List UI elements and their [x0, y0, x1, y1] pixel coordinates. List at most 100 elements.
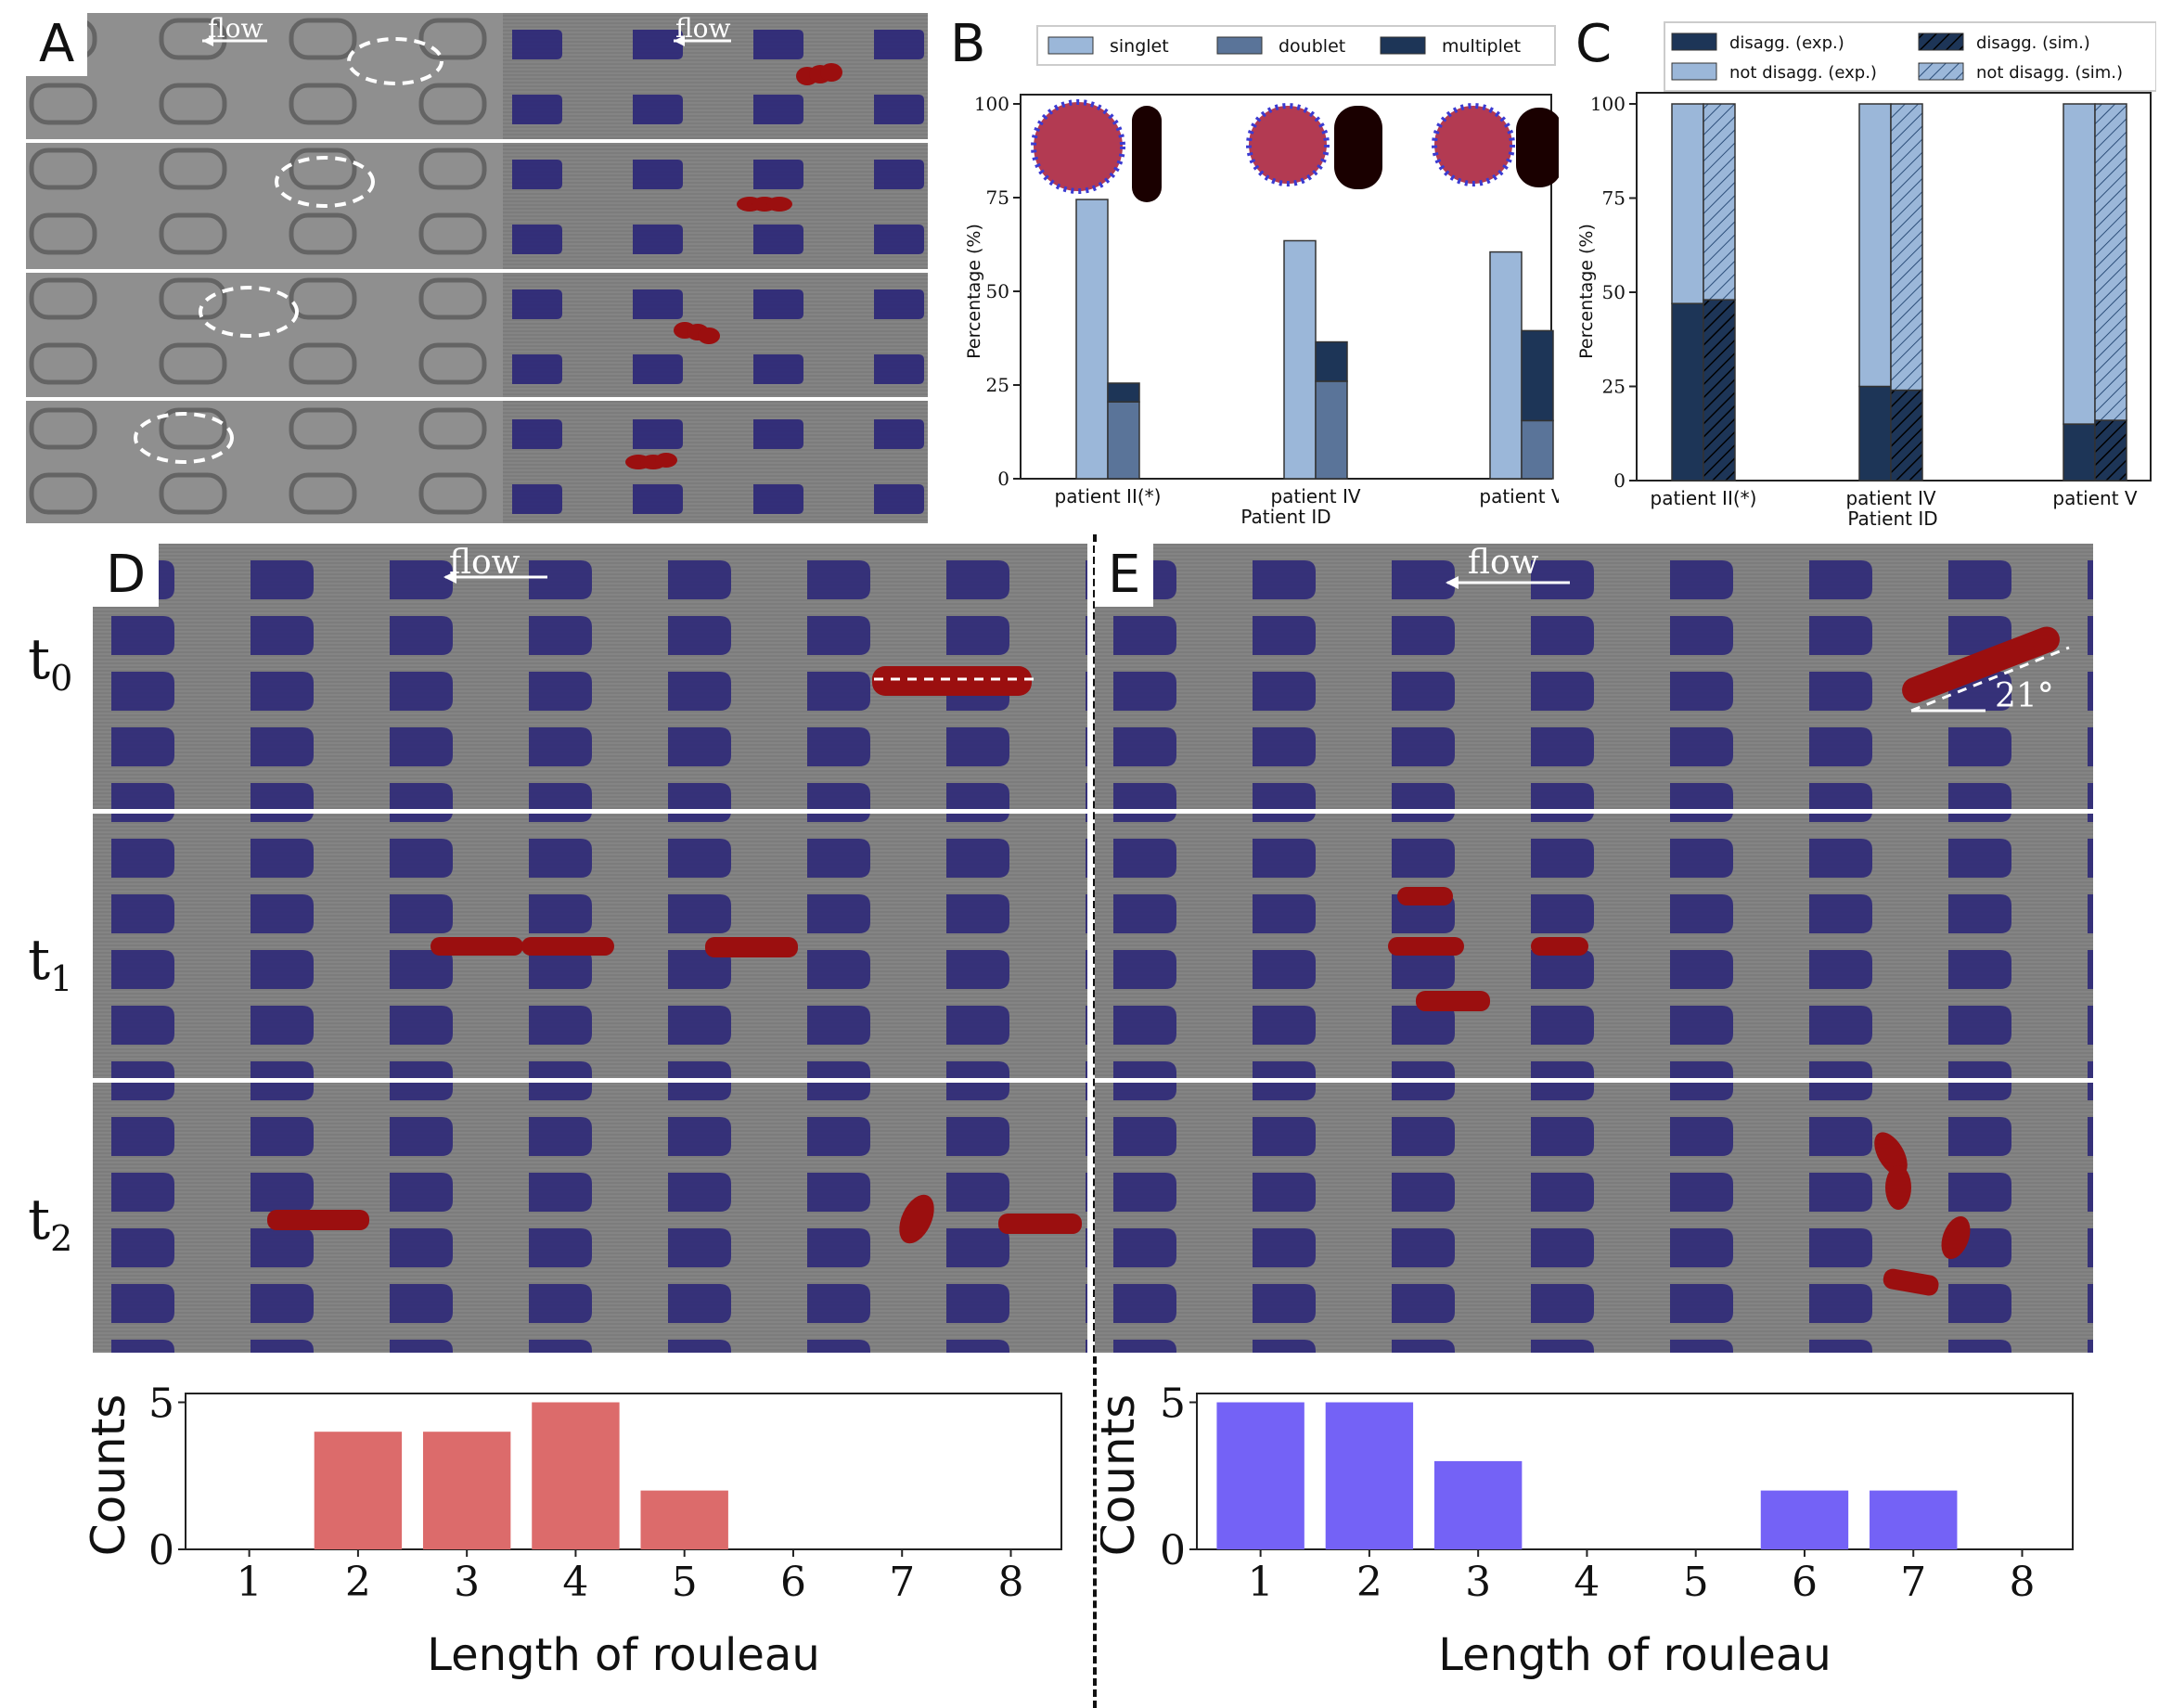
- x-tick-label: 6: [1792, 1559, 1818, 1606]
- legend-swatch-disagg-sim: [1918, 32, 1964, 51]
- legend-label-not-disagg-sim: not disagg. (sim.): [1976, 63, 2123, 83]
- x-axis-label: Patient ID: [1847, 507, 1937, 530]
- histogram-bar: [1325, 1402, 1414, 1549]
- x-tick-label: patient V: [1479, 485, 1559, 507]
- x-tick-label: 3: [1465, 1559, 1491, 1606]
- x-tick-label: 2: [345, 1559, 371, 1606]
- angle-label-e: 21°: [1995, 677, 2054, 715]
- bar-not-disagg-sim: [2094, 103, 2127, 421]
- legend-label-singlet: singlet: [1110, 36, 1169, 57]
- y-axis-label: Percentage (%): [1576, 224, 1597, 359]
- x-tick-label: 1: [237, 1559, 263, 1606]
- panel-letter-b: B: [950, 14, 986, 74]
- flow-label-e: flow: [1468, 544, 1539, 582]
- x-tick-label: 8: [2010, 1559, 2036, 1606]
- y-tick-label: 50: [1602, 281, 1626, 303]
- bar-not-disagg-sim: [1703, 103, 1736, 301]
- plot-frame: [185, 1393, 1062, 1550]
- legend-swatch-disagg-exp: [1671, 32, 1717, 51]
- bar-not-disagg-exp: [1671, 103, 1704, 304]
- x-axis-label: Length of rouleau: [427, 1629, 820, 1681]
- legend-label-not-disagg-exp: not disagg. (exp.): [1729, 63, 1877, 83]
- panel-b: B singlet doublet multiplet 0 25 50 75 100 p…: [937, 13, 1564, 533]
- y-tick-label: 5: [148, 1381, 174, 1428]
- y-tick-label: 25: [1602, 376, 1626, 398]
- bar-doublet: [1315, 380, 1348, 480]
- legend-label-disagg-sim: disagg. (sim.): [1976, 33, 2090, 53]
- bar-disagg-exp: [1858, 385, 1892, 482]
- histogram-bar: [422, 1432, 511, 1549]
- x-tick-label: patient II(*): [1055, 485, 1162, 507]
- bar-multiplet: [1315, 340, 1348, 382]
- bar-multiplet: [1107, 382, 1140, 403]
- legend-label-disagg-exp: disagg. (exp.): [1729, 33, 1844, 53]
- bar-not-disagg-exp: [2063, 103, 2096, 425]
- y-tick-label: 0: [1160, 1527, 1186, 1574]
- panel-e-svg: [1095, 544, 2093, 1353]
- bar-disagg-sim: [1890, 389, 1923, 482]
- panel-a-experiment: flow A: [26, 13, 503, 523]
- rbc-rouleau-d: [267, 666, 1082, 1244]
- rbc-inset-icons: [1031, 99, 1562, 202]
- histogram-d-svg: 0 5 1 2 3 4 5 6 7 8 Counts Length of rouleau: [82, 1381, 1062, 1681]
- x-axis-label: Patient ID: [1240, 506, 1330, 528]
- y-tick-label: 0: [148, 1527, 174, 1574]
- bar-singlet: [1075, 199, 1109, 480]
- y-axis-label: Counts: [1100, 1394, 1145, 1557]
- panel-d-svg: [93, 544, 1087, 1353]
- plot-frame: [1196, 1393, 2074, 1550]
- panel-a-simulation: flow: [503, 13, 928, 523]
- x-tick-label: 5: [1683, 1559, 1709, 1606]
- x-tick-label: 1: [1248, 1559, 1274, 1606]
- cell-marker: [199, 286, 299, 338]
- y-tick-label: 75: [986, 186, 1009, 209]
- panel-a-exp-svg: [26, 13, 503, 523]
- panel-letter-e: E: [1095, 544, 1154, 607]
- bar-disagg-sim: [1703, 299, 1736, 482]
- chart-b: singlet doublet multiplet 0 25 50 75 100 pat…: [964, 25, 1564, 528]
- bar-singlet: [1489, 250, 1523, 480]
- x-tick-label: patient V: [2052, 487, 2138, 509]
- y-tick-label: 100: [1590, 93, 1626, 115]
- legend-label-doublet: doublet: [1279, 36, 1345, 57]
- y-tick-label: 75: [1602, 187, 1626, 210]
- cell-marker: [275, 156, 375, 208]
- cell-marker: [347, 37, 443, 85]
- histogram-bar: [640, 1490, 728, 1549]
- x-tick-label: 8: [998, 1559, 1024, 1606]
- legend-label-multiplet: multiplet: [1442, 36, 1521, 57]
- time-label-t1: t1: [28, 928, 73, 999]
- histogram-e-svg: 0 5 1 2 3 4 5 6 7 8 Counts Length of rouleau: [1091, 1381, 2074, 1681]
- x-tick-label: 4: [562, 1559, 588, 1606]
- bar-disagg-exp: [1671, 302, 1704, 482]
- bar-doublet: [1521, 419, 1554, 480]
- bar-multiplet: [1521, 329, 1554, 422]
- legend-swatch-not-disagg-sim: [1918, 62, 1964, 81]
- x-tick-label: 4: [1574, 1559, 1600, 1606]
- y-axis-label: Counts: [84, 1394, 135, 1557]
- y-tick-label: 0: [997, 468, 1009, 490]
- rbc-rouleau-e: [1388, 626, 2070, 1296]
- y-tick-label: 5: [1160, 1381, 1186, 1428]
- x-tick-label: 5: [672, 1559, 698, 1606]
- bar-not-disagg-exp: [1858, 103, 1892, 388]
- histogram-bar: [1870, 1490, 1958, 1549]
- bar-singlet: [1283, 239, 1317, 480]
- time-label-t2: t2: [28, 1188, 73, 1259]
- panel-d-simulation: flow D: [93, 544, 1087, 1353]
- time-label-t0: t0: [28, 627, 73, 699]
- chart-c: disagg. (exp.) not disagg. (exp.) disagg…: [1576, 21, 2157, 530]
- histogram-d: 0 5 1 2 3 4 5 6 7 8 Counts Length of rouleau: [82, 1373, 1086, 1698]
- histogram-e: 0 5 1 2 3 4 5 6 7 8 Counts Length of rouleau: [1091, 1373, 2102, 1698]
- histogram-bar: [532, 1402, 620, 1549]
- legend-swatch-singlet: [1047, 36, 1094, 55]
- x-tick-label: 7: [1900, 1559, 1926, 1606]
- panel-e-simulation: flow 21° E: [1095, 544, 2093, 1353]
- legend-swatch-not-disagg-exp: [1671, 62, 1717, 81]
- bar-not-disagg-sim: [1890, 103, 1923, 392]
- y-tick-label: 0: [1613, 469, 1626, 492]
- bar-disagg-sim: [2094, 419, 2127, 482]
- flow-label-a-left: flow: [208, 13, 263, 44]
- x-tick-label: patient IV: [1270, 485, 1360, 507]
- x-tick-label: patient II(*): [1651, 487, 1757, 509]
